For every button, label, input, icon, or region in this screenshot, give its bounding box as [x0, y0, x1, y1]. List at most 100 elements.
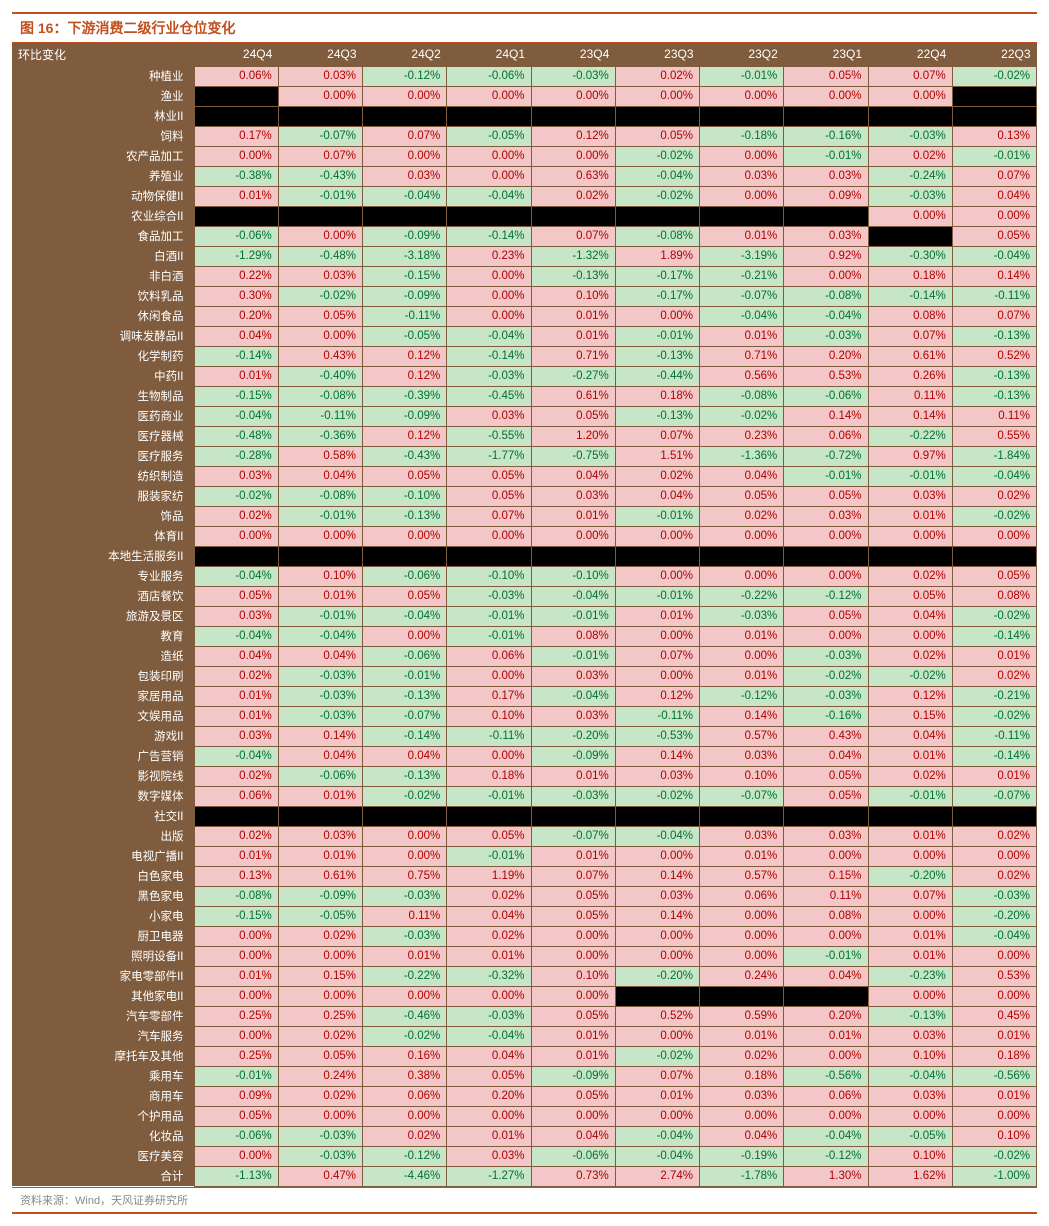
- data-cell: [447, 106, 531, 126]
- data-cell: 0.00%: [615, 1106, 699, 1126]
- data-cell: 0.07%: [363, 126, 447, 146]
- column-header: 24Q1: [447, 43, 531, 66]
- row-label: 黑色家电: [12, 886, 194, 906]
- data-cell: 0.00%: [952, 846, 1036, 866]
- data-cell: 0.07%: [952, 306, 1036, 326]
- data-cell: 0.05%: [784, 606, 868, 626]
- data-cell: 0.43%: [784, 726, 868, 746]
- row-label: 非白酒: [12, 266, 194, 286]
- data-cell: 0.00%: [700, 906, 784, 926]
- data-cell: [447, 546, 531, 566]
- table-row: 厨卫电器0.00%0.02%-0.03%0.02%0.00%0.00%0.00%…: [12, 926, 1037, 946]
- data-cell: 0.00%: [278, 326, 362, 346]
- data-cell: -0.13%: [952, 386, 1036, 406]
- data-cell: [278, 206, 362, 226]
- column-header: 23Q4: [531, 43, 615, 66]
- data-cell: 0.00%: [700, 186, 784, 206]
- data-cell: 2.74%: [615, 1166, 699, 1186]
- data-cell: -1.00%: [952, 1166, 1036, 1186]
- data-cell: 0.07%: [615, 426, 699, 446]
- data-cell: -0.04%: [531, 686, 615, 706]
- row-label: 白色家电: [12, 866, 194, 886]
- row-label: 乘用车: [12, 1066, 194, 1086]
- table-header-row: 环比变化24Q424Q324Q224Q123Q423Q323Q223Q122Q4…: [12, 43, 1037, 66]
- data-cell: 0.00%: [700, 566, 784, 586]
- data-cell: [194, 206, 278, 226]
- data-cell: 0.08%: [531, 626, 615, 646]
- data-cell: 0.03%: [784, 226, 868, 246]
- data-cell: 0.01%: [868, 826, 952, 846]
- data-cell: 0.02%: [531, 186, 615, 206]
- table-body: 种植业0.06%0.03%-0.12%-0.06%-0.03%0.02%-0.0…: [12, 66, 1037, 1186]
- data-cell: -0.03%: [531, 66, 615, 86]
- row-label: 家居用品: [12, 686, 194, 706]
- data-cell: 0.20%: [784, 346, 868, 366]
- data-cell: -0.02%: [952, 506, 1036, 526]
- row-label: 医疗器械: [12, 426, 194, 446]
- column-header: 23Q2: [700, 43, 784, 66]
- data-cell: [447, 206, 531, 226]
- data-cell: 0.01%: [531, 766, 615, 786]
- data-cell: 0.26%: [868, 366, 952, 386]
- data-cell: -0.04%: [615, 166, 699, 186]
- data-cell: 0.00%: [194, 1146, 278, 1166]
- data-cell: 0.05%: [531, 886, 615, 906]
- data-cell: 0.00%: [615, 1026, 699, 1046]
- data-cell: -0.07%: [531, 826, 615, 846]
- data-cell: 1.51%: [615, 446, 699, 466]
- data-cell: -0.55%: [447, 426, 531, 446]
- data-cell: 0.00%: [278, 1106, 362, 1126]
- data-cell: -0.10%: [363, 486, 447, 506]
- table-row: 休闲食品0.20%0.05%-0.11%0.00%0.01%0.00%-0.04…: [12, 306, 1037, 326]
- data-cell: -0.02%: [363, 786, 447, 806]
- data-cell: 0.61%: [868, 346, 952, 366]
- data-cell: -0.09%: [531, 1066, 615, 1086]
- table-row: 医疗服务-0.28%0.58%-0.43%-1.77%-0.75%1.51%-1…: [12, 446, 1037, 466]
- data-cell: -1.27%: [447, 1166, 531, 1186]
- data-cell: -0.20%: [615, 966, 699, 986]
- data-cell: -0.03%: [447, 586, 531, 606]
- data-cell: -0.03%: [278, 666, 362, 686]
- data-cell: [700, 206, 784, 226]
- table-row: 广告营销-0.04%0.04%0.04%0.00%-0.09%0.14%0.03…: [12, 746, 1037, 766]
- data-cell: -0.13%: [868, 1006, 952, 1026]
- data-cell: 0.00%: [952, 1106, 1036, 1126]
- row-label: 游戏II: [12, 726, 194, 746]
- data-cell: 0.00%: [784, 1046, 868, 1066]
- row-label: 影视院线: [12, 766, 194, 786]
- data-cell: 0.05%: [194, 1106, 278, 1126]
- data-cell: 0.04%: [700, 466, 784, 486]
- data-cell: -0.04%: [784, 1126, 868, 1146]
- table-row: 白色家电0.13%0.61%0.75%1.19%0.07%0.14%0.57%0…: [12, 866, 1037, 886]
- data-cell: -0.21%: [700, 266, 784, 286]
- data-cell: 0.01%: [447, 1126, 531, 1146]
- table-row: 出版0.02%0.03%0.00%0.05%-0.07%-0.04%0.03%0…: [12, 826, 1037, 846]
- row-label: 养殖业: [12, 166, 194, 186]
- data-cell: -0.14%: [447, 226, 531, 246]
- data-cell: 0.05%: [531, 906, 615, 926]
- data-cell: 0.00%: [363, 86, 447, 106]
- row-label: 商用车: [12, 1086, 194, 1106]
- data-cell: 0.00%: [952, 526, 1036, 546]
- data-cell: 0.00%: [700, 526, 784, 546]
- data-cell: -0.01%: [952, 146, 1036, 166]
- data-cell: -0.02%: [952, 66, 1036, 86]
- data-cell: -0.22%: [868, 426, 952, 446]
- data-cell: -0.13%: [615, 346, 699, 366]
- data-cell: -0.13%: [363, 686, 447, 706]
- row-label: 医疗服务: [12, 446, 194, 466]
- data-cell: 0.02%: [700, 1046, 784, 1066]
- row-label: 农产品加工: [12, 146, 194, 166]
- data-cell: 0.01%: [278, 846, 362, 866]
- data-cell: 0.01%: [700, 846, 784, 866]
- data-cell: [784, 206, 868, 226]
- column-header: 23Q1: [784, 43, 868, 66]
- data-cell: -0.53%: [615, 726, 699, 746]
- row-label: 食品加工: [12, 226, 194, 246]
- table-row: 农产品加工0.00%0.07%0.00%0.00%0.00%-0.02%0.00…: [12, 146, 1037, 166]
- row-label: 照明设备II: [12, 946, 194, 966]
- data-cell: 0.00%: [531, 146, 615, 166]
- table-row: 数字媒体0.06%0.01%-0.02%-0.01%-0.03%-0.02%-0…: [12, 786, 1037, 806]
- data-cell: 0.03%: [868, 486, 952, 506]
- data-cell: 0.00%: [784, 1106, 868, 1126]
